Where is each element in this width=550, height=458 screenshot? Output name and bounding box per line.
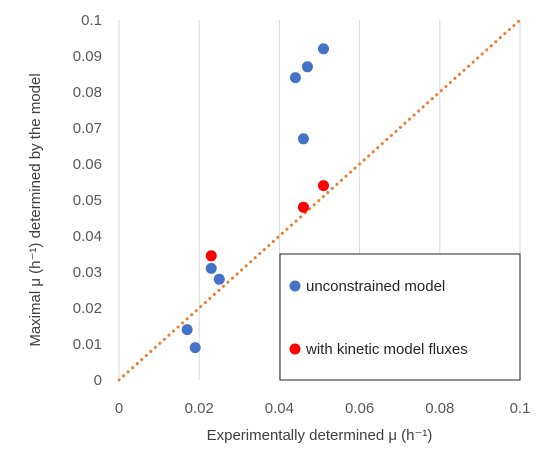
unconstrained-point — [205, 262, 217, 274]
y-tick-label: 0.01 — [73, 336, 102, 353]
unconstrained-point — [318, 43, 330, 55]
y-tick-label: 0.1 — [81, 12, 102, 29]
kinetic-point — [297, 201, 309, 213]
unconstrained-point — [181, 324, 193, 336]
x-axis-title: Experimentally determined μ (h⁻¹) — [207, 427, 433, 444]
x-tick-label: 0.1 — [510, 400, 531, 417]
x-tick-label: 0.06 — [345, 400, 374, 417]
y-tick-label: 0.02 — [73, 300, 102, 317]
unconstrained-point — [213, 273, 225, 285]
legend-marker-unconstrained — [289, 280, 301, 292]
reference-diagonal-line — [117, 18, 522, 382]
y-tick-label: 0.07 — [73, 120, 102, 137]
kinetic-point — [318, 180, 330, 192]
y-tick-label: 0.08 — [73, 84, 102, 101]
x-tick-label: 0.02 — [185, 400, 214, 417]
legend-box — [279, 253, 521, 381]
unconstrained-point — [297, 133, 309, 145]
y-tick-label: 0.09 — [73, 48, 102, 65]
unconstrained-point — [189, 342, 201, 354]
y-tick-label: 0.05 — [73, 192, 102, 209]
y-tick-label: 0 — [94, 372, 102, 389]
x-tick-labels: 0 0.02 0.04 0.06 0.08 0.1 — [115, 400, 531, 417]
unconstrained-point — [301, 61, 313, 73]
legend-label-kinetic: with kinetic model fluxes — [305, 341, 468, 358]
legend: unconstrained model with kinetic model f… — [279, 253, 521, 381]
y-tick-label: 0.03 — [73, 264, 102, 281]
x-tick-label: 0.08 — [425, 400, 454, 417]
unconstrained-point — [289, 72, 301, 84]
legend-label-unconstrained: unconstrained model — [306, 278, 445, 295]
grid — [118, 20, 521, 380]
legend-marker-kinetic — [289, 343, 301, 355]
x-tick-label: 0 — [115, 400, 123, 417]
y-axis-title: Maximal μ (h⁻¹) determined by the model — [27, 73, 44, 346]
y-tick-labels: 0 0.01 0.02 0.03 0.04 0.05 0.06 0.07 0.08 0.09 0.1 — [73, 12, 102, 389]
data-points — [181, 43, 330, 354]
x-tick-label: 0.04 — [265, 400, 294, 417]
y-tick-label: 0.04 — [73, 228, 102, 245]
kinetic-point — [205, 250, 217, 262]
y-tick-label: 0.06 — [73, 156, 102, 173]
